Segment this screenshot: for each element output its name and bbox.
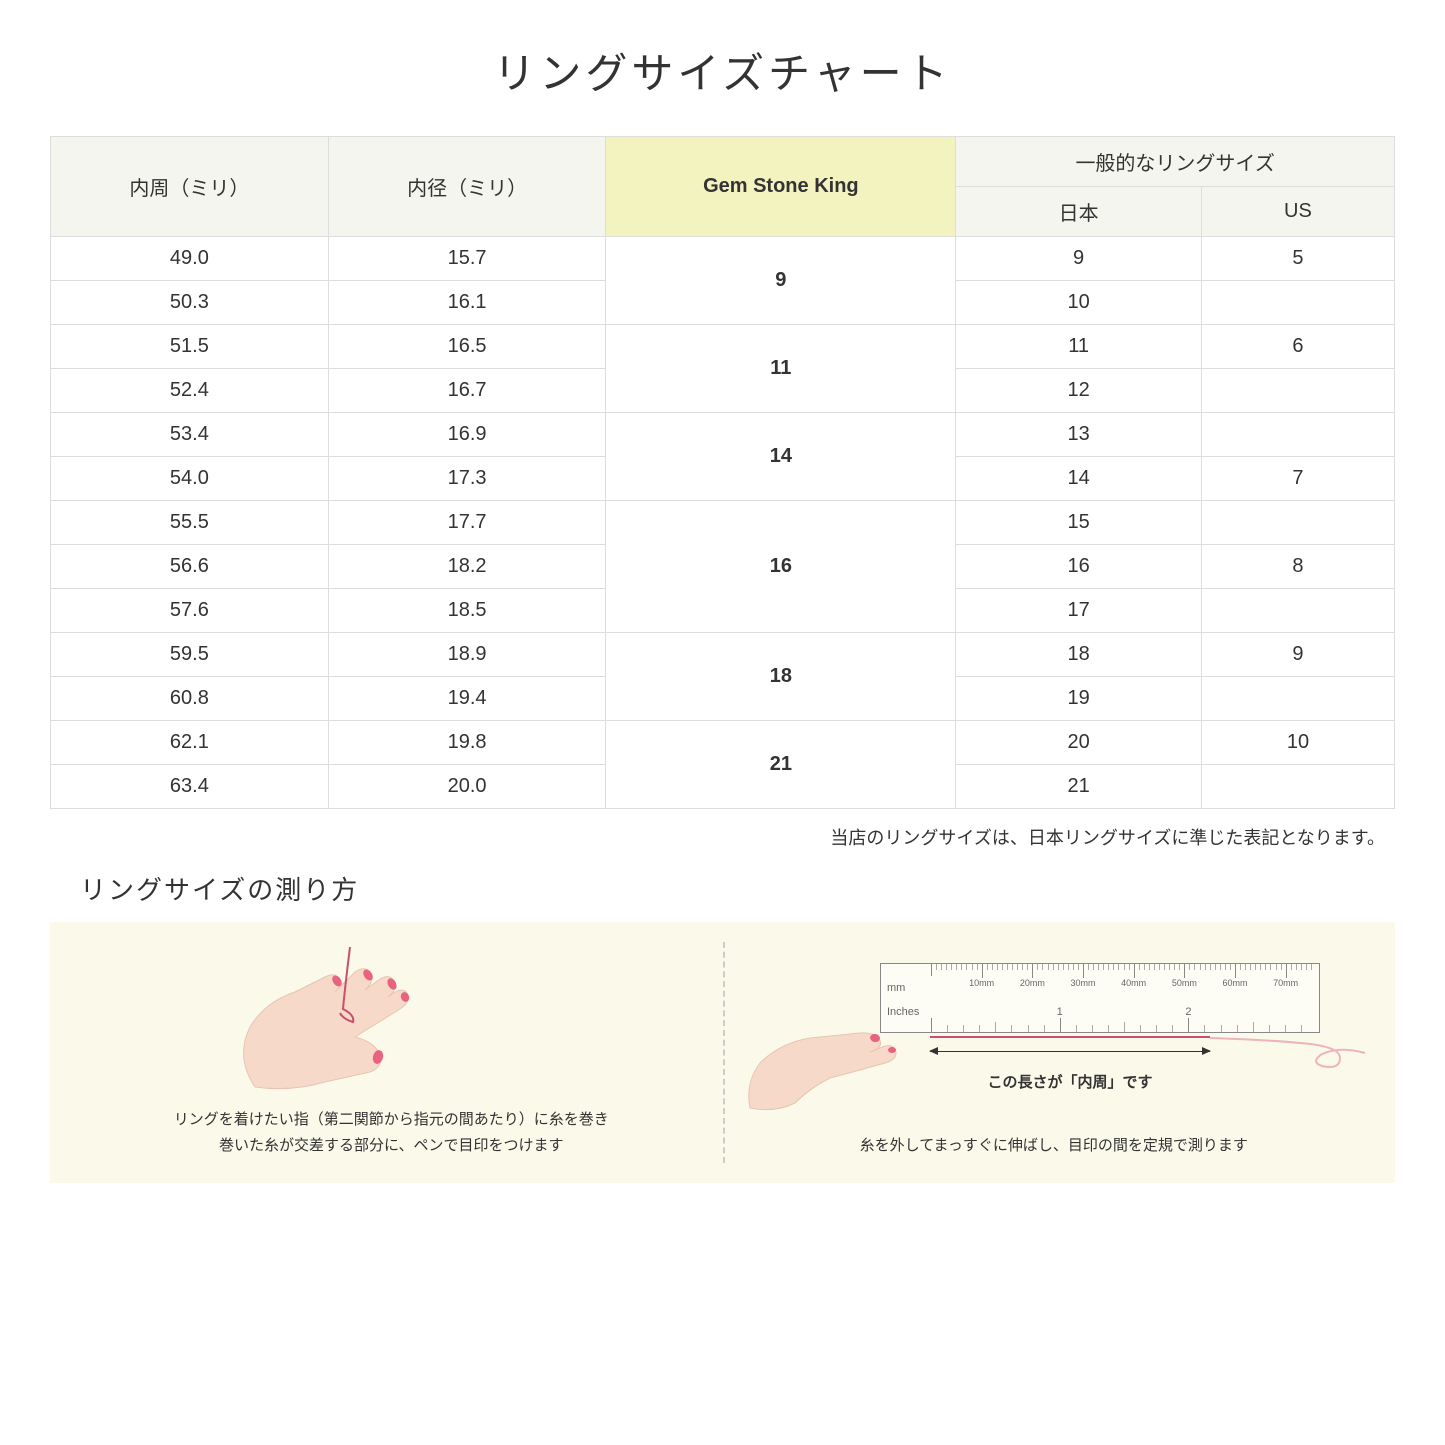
- cell-circumference: 57.6: [51, 589, 329, 633]
- cell-diameter: 16.1: [328, 281, 606, 325]
- step2-caption: 糸を外してまっすぐに伸ばし、目印の間を定規で測ります: [738, 1133, 1371, 1159]
- panel-divider: [723, 942, 725, 1163]
- howto-title: リングサイズの測り方: [80, 870, 1395, 907]
- cell-japan: 16: [956, 545, 1202, 589]
- howto-panel: リングを着けたい指（第二関節から指元の間あたり）に糸を巻き 巻いた糸が交差する部…: [50, 922, 1395, 1183]
- cell-us: [1201, 413, 1394, 457]
- cell-japan: 21: [956, 765, 1202, 809]
- cell-us: 5: [1201, 237, 1394, 281]
- cell-us: [1201, 765, 1394, 809]
- cell-diameter: 19.4: [328, 677, 606, 721]
- cell-diameter: 18.2: [328, 545, 606, 589]
- cell-japan: 18: [956, 633, 1202, 677]
- cell-us: [1201, 281, 1394, 325]
- cell-gsk: 11: [606, 325, 956, 413]
- ruler-in-label: Inches: [887, 1006, 919, 1018]
- cell-diameter: 17.7: [328, 501, 606, 545]
- hand-icon: [195, 937, 475, 1097]
- thread-line: [930, 1036, 1210, 1038]
- th-us: US: [1201, 187, 1394, 237]
- cell-diameter: 16.5: [328, 325, 606, 369]
- cell-us: 9: [1201, 633, 1394, 677]
- cell-us: 10: [1201, 721, 1394, 765]
- th-general: 一般的なリングサイズ: [956, 137, 1395, 187]
- table-row: 62.119.8212010: [51, 721, 1395, 765]
- cell-us: 7: [1201, 457, 1394, 501]
- thread-curl-icon: [1210, 1018, 1370, 1078]
- cell-us: 8: [1201, 545, 1394, 589]
- ruler-illustration: mm Inches 10mm20mm30mm40mm50mm60mm70mm 1…: [738, 963, 1371, 1118]
- cell-gsk: 9: [606, 237, 956, 325]
- cell-japan: 10: [956, 281, 1202, 325]
- cell-gsk: 18: [606, 633, 956, 721]
- cell-us: [1201, 501, 1394, 545]
- table-row: 51.516.511116: [51, 325, 1395, 369]
- howto-step1: リングを着けたい指（第二関節から指元の間あたり）に糸を巻き 巻いた糸が交差する部…: [75, 937, 708, 1158]
- cell-circumference: 49.0: [51, 237, 329, 281]
- cell-diameter: 18.9: [328, 633, 606, 677]
- table-note: 当店のリングサイズは、日本リングサイズに準じた表記となります。: [50, 824, 1395, 850]
- measure-label: この長さが「内周」です: [930, 1071, 1210, 1092]
- cell-gsk: 14: [606, 413, 956, 501]
- cell-diameter: 17.3: [328, 457, 606, 501]
- cell-diameter: 20.0: [328, 765, 606, 809]
- cell-circumference: 56.6: [51, 545, 329, 589]
- th-gsk: Gem Stone King: [606, 137, 956, 237]
- cell-diameter: 18.5: [328, 589, 606, 633]
- th-circumference: 内周（ミリ）: [51, 137, 329, 237]
- cell-diameter: 16.9: [328, 413, 606, 457]
- cell-diameter: 15.7: [328, 237, 606, 281]
- cell-diameter: 19.8: [328, 721, 606, 765]
- cell-us: [1201, 369, 1394, 413]
- cell-circumference: 62.1: [51, 721, 329, 765]
- hand-wrap-illustration: [75, 937, 708, 1092]
- cell-gsk: 16: [606, 501, 956, 633]
- cell-us: [1201, 589, 1394, 633]
- page-title: リングサイズチャート: [50, 40, 1395, 101]
- cell-us: [1201, 677, 1394, 721]
- cell-circumference: 54.0: [51, 457, 329, 501]
- th-japan: 日本: [956, 187, 1202, 237]
- ring-size-table: 内周（ミリ） 内径（ミリ） Gem Stone King 一般的なリングサイズ …: [50, 136, 1395, 809]
- cell-japan: 19: [956, 677, 1202, 721]
- cell-circumference: 50.3: [51, 281, 329, 325]
- hand2-icon: [740, 988, 900, 1118]
- cell-japan: 11: [956, 325, 1202, 369]
- cell-circumference: 55.5: [51, 501, 329, 545]
- howto-step2: mm Inches 10mm20mm30mm40mm50mm60mm70mm 1…: [738, 937, 1371, 1158]
- ruler-mm-label: mm: [887, 982, 905, 994]
- cell-circumference: 51.5: [51, 325, 329, 369]
- cell-japan: 12: [956, 369, 1202, 413]
- cell-circumference: 52.4: [51, 369, 329, 413]
- table-row: 59.518.918189: [51, 633, 1395, 677]
- cell-japan: 14: [956, 457, 1202, 501]
- cell-circumference: 53.4: [51, 413, 329, 457]
- measure-arrow: [930, 1051, 1210, 1052]
- step1-caption: リングを着けたい指（第二関節から指元の間あたり）に糸を巻き 巻いた糸が交差する部…: [75, 1107, 708, 1158]
- cell-circumference: 60.8: [51, 677, 329, 721]
- table-row: 55.517.71615: [51, 501, 1395, 545]
- cell-japan: 15: [956, 501, 1202, 545]
- th-diameter: 内径（ミリ）: [328, 137, 606, 237]
- cell-circumference: 63.4: [51, 765, 329, 809]
- cell-diameter: 16.7: [328, 369, 606, 413]
- cell-japan: 17: [956, 589, 1202, 633]
- cell-japan: 9: [956, 237, 1202, 281]
- cell-gsk: 21: [606, 721, 956, 809]
- cell-japan: 20: [956, 721, 1202, 765]
- cell-circumference: 59.5: [51, 633, 329, 677]
- table-row: 49.015.7995: [51, 237, 1395, 281]
- cell-us: 6: [1201, 325, 1394, 369]
- cell-japan: 13: [956, 413, 1202, 457]
- table-row: 53.416.91413: [51, 413, 1395, 457]
